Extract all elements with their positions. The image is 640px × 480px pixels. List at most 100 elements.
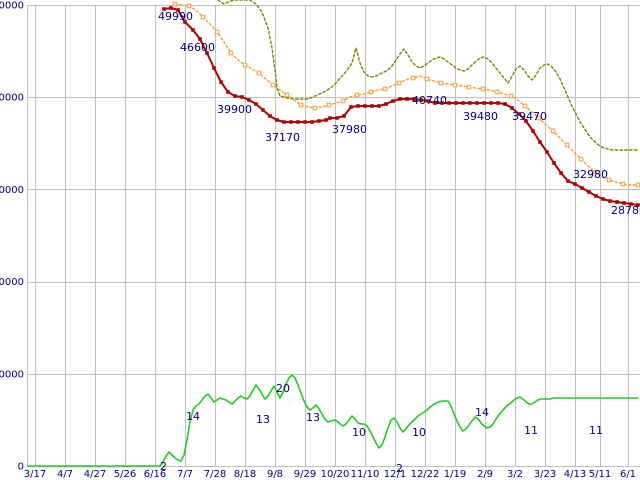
x-tick-label: 5/26	[114, 469, 136, 480]
series-marker-price-main	[580, 186, 584, 190]
series-marker-price-main	[233, 94, 237, 98]
series-marker-price-main	[531, 129, 535, 133]
series-marker-price-main	[475, 101, 479, 105]
series-marker-price-main	[559, 171, 563, 175]
series-marker-price-mid	[606, 177, 612, 183]
value-label-volume: 14	[475, 406, 489, 419]
series-marker-price-main	[552, 161, 556, 165]
series-marker-price-main	[342, 114, 346, 118]
series-marker-price-mid	[578, 156, 584, 162]
series-marker-price-main	[433, 101, 437, 105]
x-tick-label: 11/10	[351, 469, 380, 480]
series-marker-price-main	[310, 120, 314, 124]
series-marker-price-main	[363, 104, 367, 108]
series-marker-price-main	[219, 80, 223, 84]
value-label-price-main: 37980	[332, 123, 367, 136]
series-marker-price-main	[461, 101, 465, 105]
series-marker-price-main	[191, 28, 195, 32]
x-tick-label: 7/7	[177, 469, 193, 480]
x-tick-label: 4/7	[57, 469, 73, 480]
series-marker-price-mid	[382, 86, 388, 92]
y-tick-label: 30000	[0, 185, 24, 196]
series-marker-price-mid	[522, 103, 528, 109]
value-label-price-main: 40740	[412, 94, 447, 107]
series-marker-price-main	[545, 150, 549, 154]
value-label-volume: 13	[306, 411, 320, 424]
series-marker-price-main	[440, 101, 444, 105]
series-marker-price-main	[398, 97, 402, 101]
value-label-volume: 14	[186, 410, 200, 423]
series-marker-price-main	[622, 201, 626, 205]
value-label-volume: 10	[352, 426, 366, 439]
series-marker-price-main	[573, 182, 577, 186]
y-tick-label: 10000	[0, 369, 24, 380]
series-marker-price-mid	[214, 29, 220, 35]
series-line-price-high	[217, 0, 639, 151]
y-axis-tick-labels: 0 10000 20000 30000 40000 50000	[0, 1, 24, 473]
y-tick-label: 50000	[0, 1, 24, 12]
value-label-price-main: 32980	[573, 168, 608, 181]
series-marker-price-mid	[368, 89, 374, 95]
series-marker-price-main	[587, 190, 591, 194]
series-marker-price-main	[212, 66, 216, 70]
series-marker-price-main	[268, 114, 272, 118]
series-marker-price-mid	[494, 89, 500, 95]
series-marker-price-main	[629, 202, 633, 206]
series-marker-price-main	[384, 102, 388, 106]
series-marker-price-mid	[172, 1, 178, 7]
x-tick-label: 4/27	[84, 469, 106, 480]
series-marker-price-mid	[620, 181, 626, 187]
series-marker-price-main	[226, 90, 230, 94]
x-tick-label: 3/2	[507, 469, 523, 480]
series-marker-price-mid	[438, 80, 444, 86]
series-marker-price-mid	[200, 14, 206, 20]
series-marker-price-mid	[396, 80, 402, 86]
series-marker-price-main	[198, 37, 202, 41]
series-marker-price-main	[454, 101, 458, 105]
series-marker-price-main	[289, 120, 293, 124]
series-marker-price-main	[275, 118, 279, 122]
series-marker-price-mid	[635, 182, 640, 188]
series-line-price-mid	[174, 3, 639, 186]
x-tick-label: 5/11	[589, 469, 611, 480]
series-line-volume	[27, 374, 639, 467]
value-label-volume: 11	[589, 424, 603, 437]
value-label-volume: 2	[160, 460, 167, 473]
series-marker-price-main	[205, 51, 209, 55]
series-marker-price-main	[240, 95, 244, 99]
series-marker-price-mid	[284, 92, 290, 98]
x-tick-label: 3/17	[24, 469, 46, 480]
x-tick-label: 1/19	[444, 469, 466, 480]
series-marker-price-mid	[480, 86, 486, 92]
series-marker-price-mid	[270, 82, 276, 88]
series-marker-price-main	[370, 104, 374, 108]
value-label-volume: 10	[412, 426, 426, 439]
series-marker-price-mid	[256, 70, 262, 76]
series-marker-price-main	[335, 116, 339, 120]
series-marker-price-main	[503, 102, 507, 106]
data-value-labels: 49990 46600 39900 37170 37980 40740 39480 39470…	[158, 10, 640, 475]
series-marker-price-main	[566, 179, 570, 183]
x-tick-label: 9/8	[267, 469, 283, 480]
series-marker-price-mid	[228, 50, 234, 56]
series-marker-price-mid	[326, 102, 332, 108]
series-marker-price-main	[419, 98, 423, 102]
x-axis-tick-labels: 3/17 4/7 4/27 5/26 6/16 7/7 7/28 8/18 9/8 9/29 10/…	[24, 469, 636, 480]
value-label-price-main: 28780	[611, 204, 640, 217]
series-marker-price-mid	[564, 142, 570, 148]
x-tick-label: 2/9	[477, 469, 493, 480]
series-marker-price-main	[412, 97, 416, 101]
series-marker-price-mid	[508, 93, 514, 99]
series-marker-price-mid	[592, 169, 598, 175]
series-marker-price-mid	[550, 128, 556, 134]
x-tick-label: 3/23	[534, 469, 556, 480]
series-marker-price-main	[296, 120, 300, 124]
value-label-price-main: 39900	[217, 103, 252, 116]
x-tick-label: 9/29	[294, 469, 316, 480]
series-marker-price-main	[489, 101, 493, 105]
series-marker-price-main	[328, 116, 332, 120]
series-marker-price-main	[169, 6, 173, 10]
series-marker-price-main	[303, 120, 307, 124]
series-marker-price-mid	[410, 75, 416, 81]
